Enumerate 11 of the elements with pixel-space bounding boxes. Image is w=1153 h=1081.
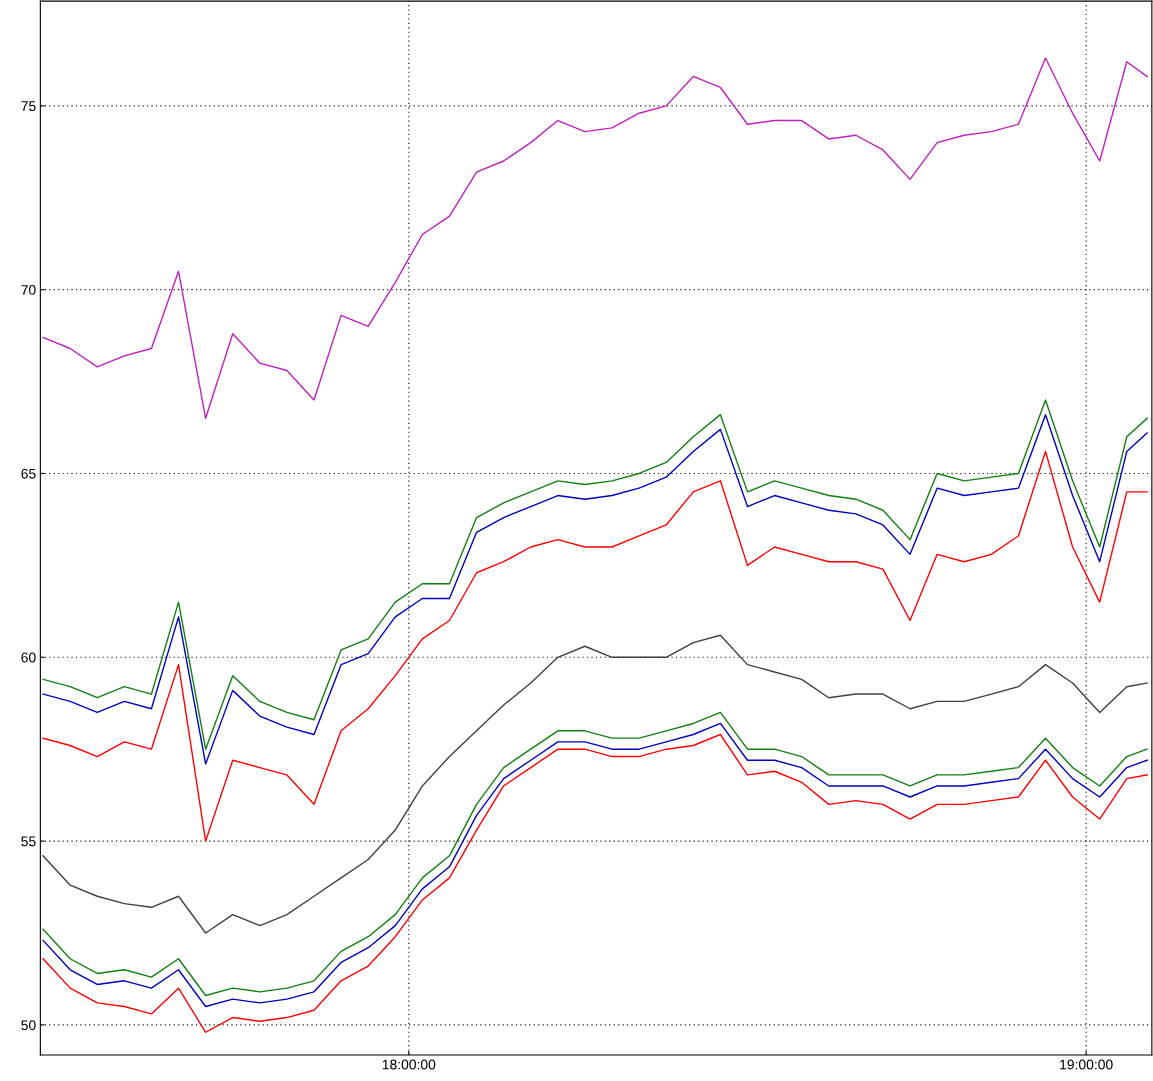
x-tick-label: 19:00:00 — [1060, 1059, 1113, 1070]
y-tick-label: 75 — [21, 101, 36, 112]
y-tick-label: 55 — [21, 836, 36, 847]
line-series — [42, 450, 1148, 842]
y-tick-label: 70 — [21, 285, 36, 295]
x-tick-label: 18:00:00 — [382, 1059, 436, 1070]
y-tick-label: 60 — [21, 652, 36, 663]
y-tick-label: 65 — [21, 468, 36, 479]
line-series — [42, 57, 1148, 420]
y-tick-label: 50 — [21, 1020, 36, 1031]
line-series — [42, 634, 1148, 934]
